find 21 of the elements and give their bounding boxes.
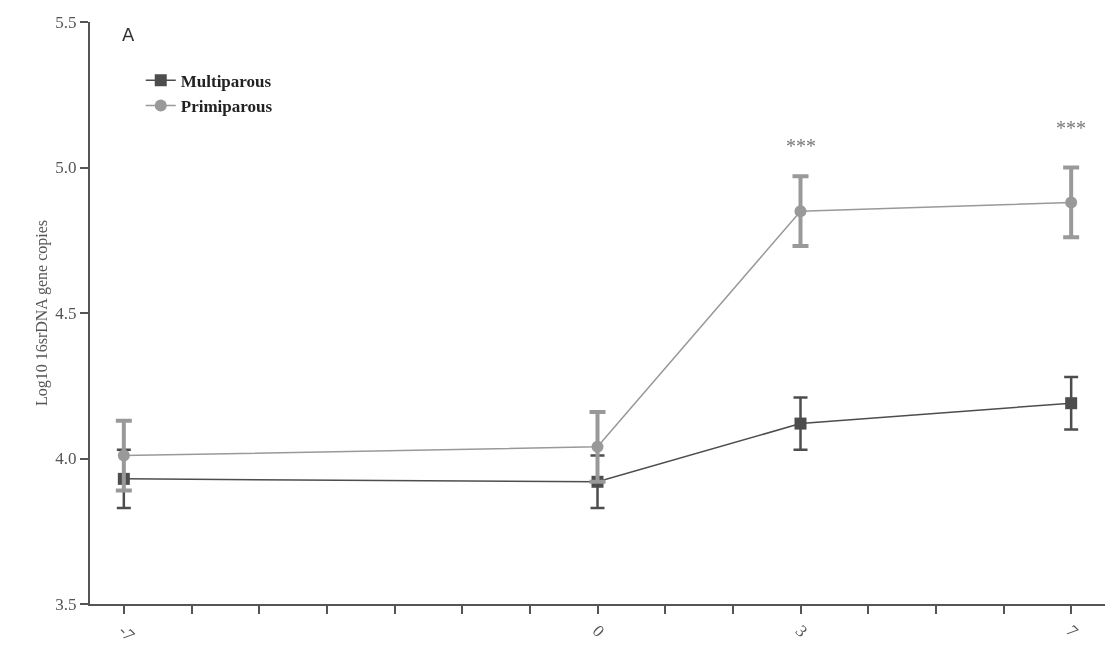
x-tick-label: 3 [791, 621, 812, 641]
y-tick-label: 4.0 [55, 449, 77, 469]
point [1065, 397, 1078, 410]
legend-label: Multiparous [180, 71, 272, 91]
annotation: A [122, 24, 135, 45]
x-tick-label: 7 [1062, 621, 1083, 642]
point [591, 440, 604, 453]
point [794, 205, 807, 218]
y-tick-label: 3.5 [55, 594, 77, 614]
y-tick-label: 5.0 [55, 158, 77, 178]
point [117, 449, 130, 462]
point [794, 417, 807, 430]
point [1065, 196, 1078, 209]
y-tick-label: 4.5 [55, 303, 77, 323]
x-tick-label: 0 [588, 621, 609, 641]
annotation: *** [786, 135, 816, 157]
annotation: *** [1056, 117, 1086, 139]
y-axis-title: Log10 16srDNA gene copies [33, 219, 51, 407]
x-tick-label: -7 [114, 621, 139, 646]
legend-label: Primiparous [180, 97, 273, 117]
y-tick-label: 5.5 [55, 12, 77, 32]
